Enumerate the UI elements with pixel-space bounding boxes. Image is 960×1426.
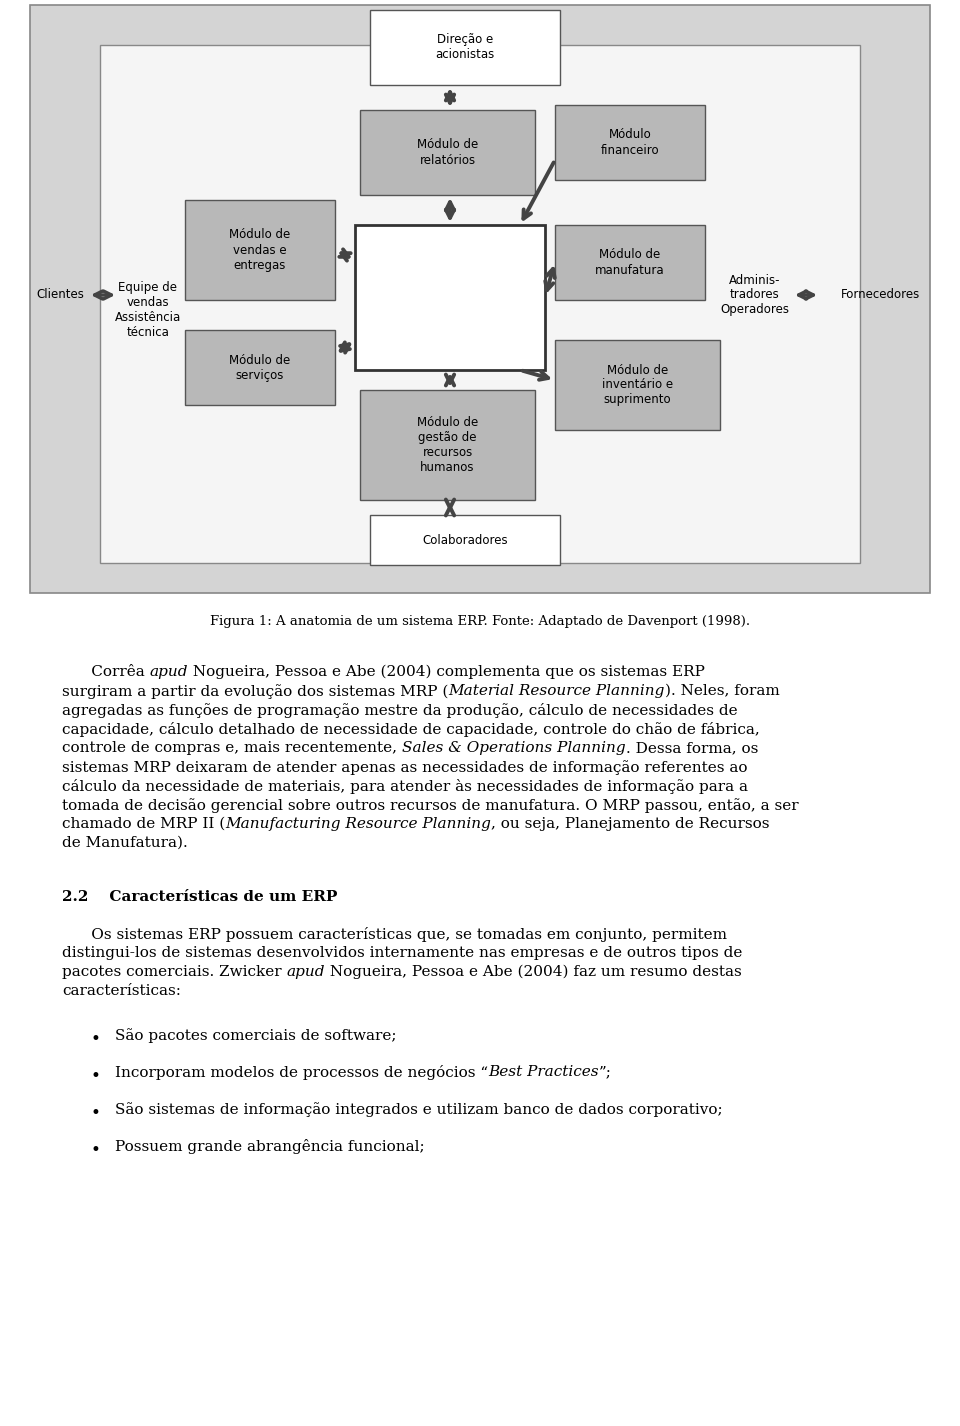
Text: 2.2    Características de um ERP: 2.2 Características de um ERP xyxy=(62,890,337,904)
Text: pacotes comerciais. Zwicker: pacotes comerciais. Zwicker xyxy=(62,965,286,980)
Text: Adminis-
tradores
Operadores: Adminis- tradores Operadores xyxy=(721,274,789,317)
Bar xyxy=(555,225,705,299)
Text: Os sistemas ERP possuem características que, se tomadas em conjunto, permitem: Os sistemas ERP possuem características … xyxy=(62,927,727,943)
Text: Fornecedores: Fornecedores xyxy=(840,288,920,301)
Text: ). Neles, foram: ). Neles, foram xyxy=(664,684,780,697)
Text: Módulo
financeiro: Módulo financeiro xyxy=(601,128,660,157)
Text: •: • xyxy=(90,1105,100,1122)
Text: capacidade, cálculo detalhado de necessidade de capacidade, controle do chão de : capacidade, cálculo detalhado de necessi… xyxy=(62,722,759,737)
Text: agregadas as funções de programação mestre da produção, cálculo de necessidades : agregadas as funções de programação mest… xyxy=(62,703,737,719)
Text: Possuem grande abrangência funcional;: Possuem grande abrangência funcional; xyxy=(115,1139,424,1154)
Text: Corrêa: Corrêa xyxy=(62,665,150,679)
Text: Nogueira, Pessoa e Abe (2004) faz um resumo destas: Nogueira, Pessoa e Abe (2004) faz um res… xyxy=(325,965,742,980)
Text: distingui-los de sistemas desenvolvidos internamente nas empresas e de outros ti: distingui-los de sistemas desenvolvidos … xyxy=(62,945,742,960)
Text: São pacotes comerciais de software;: São pacotes comerciais de software; xyxy=(115,1028,396,1042)
Text: Colaboradores: Colaboradores xyxy=(422,533,508,546)
Text: Módulo de
vendas e
entregas: Módulo de vendas e entregas xyxy=(229,228,291,271)
Text: controle de compras e, mais recentemente,: controle de compras e, mais recentemente… xyxy=(62,742,402,754)
Bar xyxy=(360,110,535,195)
Bar xyxy=(100,46,860,563)
Text: Módulo de
serviços: Módulo de serviços xyxy=(229,354,291,382)
Text: Material Resource Planning: Material Resource Planning xyxy=(448,684,664,697)
Text: ”;: ”; xyxy=(599,1065,612,1079)
Text: Banco de
dados
central: Banco de dados central xyxy=(411,272,490,322)
Text: Manufacturing Resource Planning: Manufacturing Resource Planning xyxy=(226,817,492,831)
Text: apud: apud xyxy=(286,965,325,980)
Text: de Manufatura).: de Manufatura). xyxy=(62,836,188,850)
Text: Módulo de
relatórios: Módulo de relatórios xyxy=(417,138,478,167)
Text: Sales & Operations Planning: Sales & Operations Planning xyxy=(402,742,626,754)
Bar xyxy=(370,515,560,565)
Text: Módulo de
gestão de
recursos
humanos: Módulo de gestão de recursos humanos xyxy=(417,416,478,473)
Bar xyxy=(370,10,560,86)
Bar xyxy=(355,225,545,369)
Bar xyxy=(555,106,705,180)
Text: •: • xyxy=(90,1068,100,1085)
Text: Módulo de
manufatura: Módulo de manufatura xyxy=(595,248,665,277)
Text: características:: características: xyxy=(62,984,181,998)
Text: chamado de MRP II (: chamado de MRP II ( xyxy=(62,817,226,831)
Text: Incorporam modelos de processos de negócios “: Incorporam modelos de processos de negóc… xyxy=(115,1065,488,1079)
Text: Best Practices: Best Practices xyxy=(488,1065,599,1079)
Text: , ou seja, Planejamento de Recursos: , ou seja, Planejamento de Recursos xyxy=(492,817,770,831)
Text: São sistemas de informação integrados e utilizam banco de dados corporativo;: São sistemas de informação integrados e … xyxy=(115,1102,723,1117)
Text: tomada de decisão gerencial sobre outros recursos de manufatura. O MRP passou, e: tomada de decisão gerencial sobre outros… xyxy=(62,799,799,813)
Text: sistemas MRP deixaram de atender apenas as necessidades de informação referentes: sistemas MRP deixaram de atender apenas … xyxy=(62,760,748,774)
Text: Figura 1: A anatomia de um sistema ERP. Fonte: Adaptado de Davenport (1998).: Figura 1: A anatomia de um sistema ERP. … xyxy=(210,615,750,627)
Bar xyxy=(30,6,930,593)
Text: •: • xyxy=(90,1142,100,1159)
Text: Direção e
acionistas: Direção e acionistas xyxy=(436,33,494,61)
Text: . Dessa forma, os: . Dessa forma, os xyxy=(626,742,757,754)
Bar xyxy=(360,389,535,501)
Text: apud: apud xyxy=(150,665,188,679)
Bar xyxy=(185,200,335,299)
Text: cálculo da necessidade de materiais, para atender às necessidades de informação : cálculo da necessidade de materiais, par… xyxy=(62,779,748,794)
Text: Módulo de
inventário e
suprimento: Módulo de inventário e suprimento xyxy=(602,364,673,406)
Text: Clientes: Clientes xyxy=(36,288,84,301)
Text: Equipe de
vendas
Assistência
técnica: Equipe de vendas Assistência técnica xyxy=(115,281,181,339)
Text: Nogueira, Pessoa e Abe (2004) complementa que os sistemas ERP: Nogueira, Pessoa e Abe (2004) complement… xyxy=(188,665,705,679)
Text: surgiram a partir da evolução dos sistemas MRP (: surgiram a partir da evolução dos sistem… xyxy=(62,684,448,699)
Bar xyxy=(185,329,335,405)
Bar xyxy=(555,339,720,431)
Text: •: • xyxy=(90,1031,100,1048)
